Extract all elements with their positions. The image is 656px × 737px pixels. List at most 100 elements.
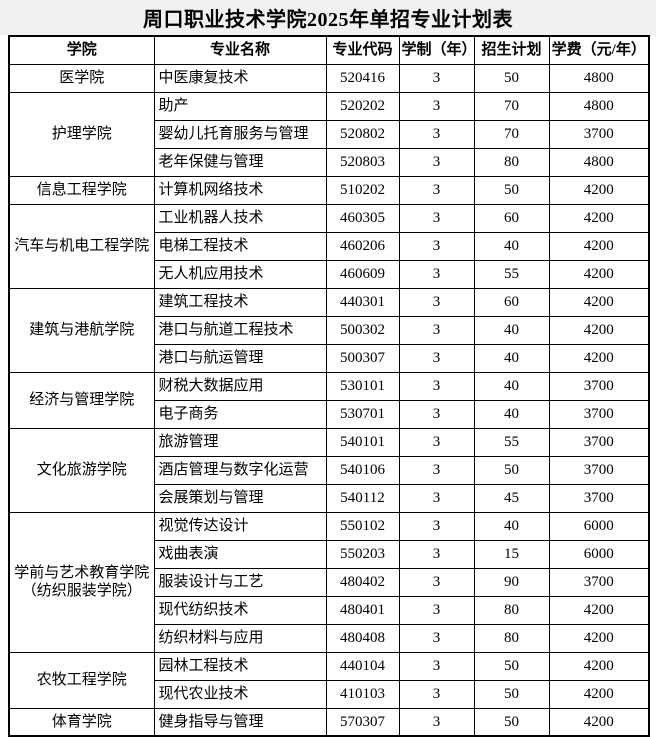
fee-cell: 4200	[548, 623, 650, 653]
fee-cell: 3700	[548, 399, 650, 429]
table-row: 学前与艺术教育学院（纺织服装学院） 视觉传达设计 550102 3 40 600…	[8, 511, 650, 653]
major-name-cell: 无人机应用技术	[153, 259, 327, 289]
fee-cell: 4200	[548, 175, 650, 205]
major-code-cell: 510202	[325, 175, 400, 205]
fee-cell: 3700	[548, 483, 650, 513]
plan-cell: 40	[473, 511, 550, 541]
major-code-cell: 460609	[325, 259, 400, 289]
duration-cell: 3	[398, 175, 475, 205]
major-code-cell: 550203	[325, 539, 400, 569]
table-row: 汽车与机电工程学院 工业机器人技术 460305 3 60 4200	[8, 203, 650, 289]
college-cell: 汽车与机电工程学院	[8, 203, 155, 289]
plan-cell: 80	[473, 623, 550, 653]
duration-cell: 3	[398, 651, 475, 681]
duration-cell: 3	[398, 567, 475, 597]
major-name-cell: 婴幼儿托育服务与管理	[153, 119, 327, 149]
table-row: 电子商务 530701 3 40 3700	[9, 399, 650, 429]
duration-cell: 3	[398, 623, 475, 653]
major-code-cell: 520803	[325, 147, 400, 177]
major-code-cell: 500307	[325, 343, 400, 373]
major-name-cell: 电梯工程技术	[153, 231, 327, 261]
duration-cell: 3	[398, 595, 475, 625]
table-row: 电梯工程技术 460206 3 40 4200	[9, 231, 650, 261]
plan-cell: 80	[473, 595, 550, 625]
fee-cell: 4200	[548, 707, 650, 737]
fee-cell: 4200	[548, 679, 650, 709]
major-name-cell: 旅游管理	[153, 427, 327, 457]
duration-cell: 3	[398, 679, 475, 709]
fee-cell: 3700	[548, 567, 650, 597]
major-code-cell: 540106	[325, 455, 400, 485]
plan-cell: 40	[473, 231, 550, 261]
major-code-cell: 550102	[325, 511, 400, 541]
duration-cell: 3	[398, 203, 475, 233]
major-code-cell: 530701	[325, 399, 400, 429]
duration-cell: 3	[398, 91, 475, 121]
fee-cell: 3700	[548, 371, 650, 401]
major-code-cell: 440104	[325, 651, 400, 681]
fee-cell: 4800	[548, 147, 650, 177]
duration-cell: 3	[398, 119, 475, 149]
fee-cell: 6000	[548, 539, 650, 569]
college-cell: 学前与艺术教育学院（纺织服装学院）	[8, 511, 155, 653]
table-row: 无人机应用技术 460609 3 55 4200	[9, 259, 650, 289]
major-name-cell: 助产	[153, 91, 327, 121]
table-row: 港口与航道工程技术 500302 3 40 4200	[9, 315, 650, 345]
fee-cell: 4800	[548, 63, 650, 93]
major-name-cell: 老年保健与管理	[153, 147, 327, 177]
major-code-cell: 460305	[325, 203, 400, 233]
col-header-college: 学院	[8, 35, 155, 65]
major-name-cell: 酒店管理与数字化运营	[153, 455, 327, 485]
major-code-cell: 460206	[325, 231, 400, 261]
plan-cell: 55	[473, 259, 550, 289]
plan-cell: 50	[473, 707, 550, 737]
col-header-fee: 学费（元/年）	[548, 35, 650, 65]
plan-cell: 40	[473, 343, 550, 373]
table-row: 纺织材料与应用 480408 3 80 4200	[9, 623, 650, 653]
table-row: 经济与管理学院 财税大数据应用 530101 3 40 3700	[8, 371, 650, 429]
major-name-cell: 工业机器人技术	[153, 203, 327, 233]
duration-cell: 3	[398, 63, 475, 93]
plan-cell: 50	[473, 455, 550, 485]
duration-cell: 3	[398, 371, 475, 401]
duration-cell: 3	[398, 231, 475, 261]
duration-cell: 3	[398, 399, 475, 429]
plan-cell: 70	[473, 91, 550, 121]
major-name-cell: 港口与航道工程技术	[153, 315, 327, 345]
plan-cell: 90	[473, 567, 550, 597]
plan-cell: 40	[473, 371, 550, 401]
college-cell: 医学院	[8, 63, 155, 93]
duration-cell: 3	[398, 539, 475, 569]
major-name-cell: 中医康复技术	[153, 63, 327, 93]
major-name-cell: 会展策划与管理	[153, 483, 327, 513]
table-row: 会展策划与管理 540112 3 45 3700	[9, 483, 650, 513]
table-row: 港口与航运管理 500307 3 40 4200	[9, 343, 650, 373]
plan-cell: 45	[473, 483, 550, 513]
table-row: 老年保健与管理 520803 3 80 4800	[9, 147, 650, 177]
major-code-cell: 520416	[325, 63, 400, 93]
plan-cell: 60	[473, 203, 550, 233]
major-name-cell: 健身指导与管理	[153, 707, 327, 737]
duration-cell: 3	[398, 343, 475, 373]
major-code-cell: 540101	[325, 427, 400, 457]
fee-cell: 3700	[548, 455, 650, 485]
duration-cell: 3	[398, 511, 475, 541]
page-title: 周口职业技术学院2025年单招专业计划表	[143, 9, 513, 31]
table-row: 农牧工程学院 园林工程技术 440104 3 50 4200	[8, 651, 650, 709]
table-row: 戏曲表演 550203 3 15 6000	[9, 539, 650, 569]
duration-cell: 3	[398, 483, 475, 513]
fee-cell: 4200	[548, 203, 650, 233]
plan-cell: 80	[473, 147, 550, 177]
fee-cell: 4200	[548, 595, 650, 625]
college-cell: 信息工程学院	[8, 175, 155, 205]
major-code-cell: 500302	[325, 315, 400, 345]
table-row: 医学院 中医康复技术 520416 3 50 4800	[8, 63, 650, 93]
plan-cell: 15	[473, 539, 550, 569]
fee-cell: 3700	[548, 427, 650, 457]
major-name-cell: 戏曲表演	[153, 539, 327, 569]
admission-plan-table: 学院 专业名称 专业代码 学制（年） 招生计划 学费（元/年） 医学院 中医康复…	[8, 35, 650, 737]
college-cell: 建筑与港航学院	[8, 287, 155, 373]
duration-cell: 3	[398, 315, 475, 345]
plan-cell: 40	[473, 399, 550, 429]
col-header-major-name: 专业名称	[153, 35, 327, 65]
